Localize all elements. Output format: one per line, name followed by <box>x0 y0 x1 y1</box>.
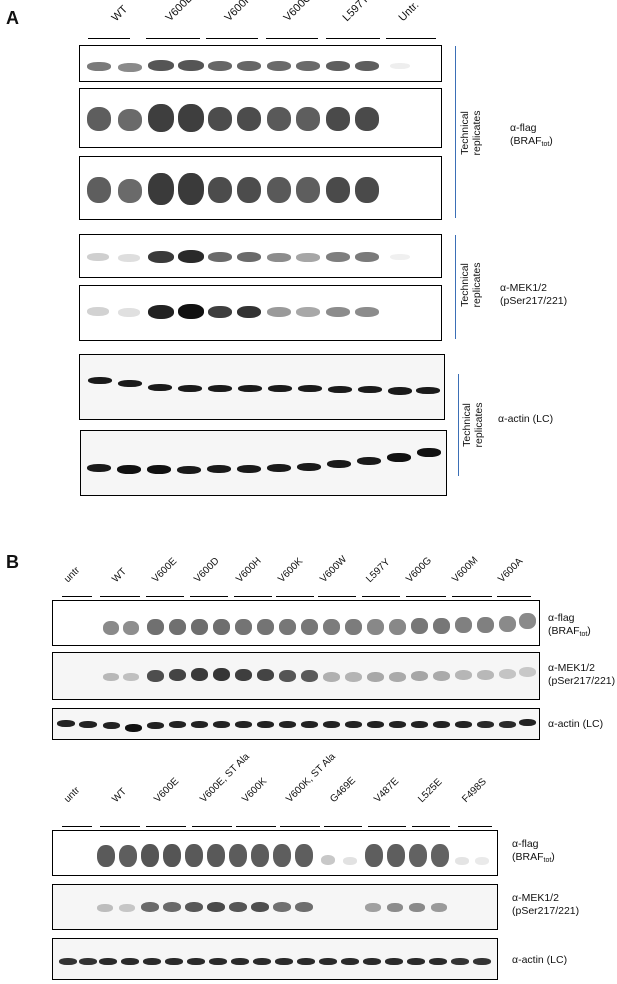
blot-b-actin-bottom <box>52 938 498 980</box>
lane-group-line <box>266 38 318 39</box>
antibody-label-mek: α-MEK1/2 (pSer217/221) <box>500 282 568 307</box>
lane-group-line <box>190 596 228 597</box>
lane-label-untr: Untr. <box>396 0 422 24</box>
lane-label-wt: WT <box>109 3 131 25</box>
blot-b-flag-bottom <box>52 830 498 876</box>
replicate-bracket <box>458 374 459 476</box>
lane-group-line <box>62 596 92 597</box>
lane-label-v600h: V600H <box>222 0 255 25</box>
lane-group-line <box>146 38 200 39</box>
lane-label-v600a: V600A <box>496 555 526 585</box>
lane-label-untr: untr <box>62 565 83 585</box>
antibody-label-mek: α-MEK1/2 (pSer217/221) <box>548 662 616 687</box>
lane-label-v487e: V487E <box>372 775 402 805</box>
lane-group-line <box>276 596 314 597</box>
lane-label-v600g: V600G <box>281 0 315 25</box>
lane-group-line <box>62 826 92 827</box>
blot-a-flag-1 <box>79 45 442 82</box>
lane-label-v600w: V600W <box>318 554 350 585</box>
blot-a-flag-3 <box>79 156 442 220</box>
lane-group-line <box>458 826 492 827</box>
lane-label-untr: untr <box>62 785 83 805</box>
lane-group-line <box>362 596 400 597</box>
blot-a-actin-2 <box>80 430 447 496</box>
technical-replicates-label: Technical replicates <box>459 262 483 308</box>
lane-group-line <box>412 826 450 827</box>
antibody-label-flag: α-flag (BRAFtot) <box>512 838 555 864</box>
lane-group-line <box>192 826 232 827</box>
lane-label-v600e: V600E <box>150 555 180 585</box>
blot-a-mek-2 <box>79 285 442 341</box>
lane-group-line <box>88 38 130 39</box>
antibody-label-flag: α-flag (BRAFtot) <box>510 122 553 148</box>
blot-b-mek-top <box>52 652 540 700</box>
lane-group-line <box>206 38 258 39</box>
blot-a-flag-2 <box>79 88 442 148</box>
lane-group-line <box>497 596 531 597</box>
lane-label-v600g: V600G <box>404 555 435 585</box>
lane-label-v600e: V600E <box>163 0 196 24</box>
lane-group-line <box>236 826 276 827</box>
lane-group-line <box>100 596 140 597</box>
lane-label-v600h: V600H <box>234 555 264 585</box>
lane-group-line <box>386 38 436 39</box>
antibody-label-actin: α-actin (LC) <box>512 954 568 966</box>
lane-group-line <box>318 596 356 597</box>
lane-label-l525e: L525E <box>416 776 445 805</box>
lane-group-line <box>368 826 406 827</box>
technical-replicates-label: Technical replicates <box>459 110 483 156</box>
lane-group-line <box>406 596 446 597</box>
blot-b-flag-top <box>52 600 540 646</box>
lane-label-v600k: V600K <box>240 775 270 805</box>
blot-b-mek-bottom <box>52 884 498 930</box>
lane-label-v600k: V600K <box>276 555 306 585</box>
lane-group-line <box>234 596 272 597</box>
lane-group-line <box>146 596 184 597</box>
blot-a-actin-1 <box>79 354 445 420</box>
panel-a-letter: A <box>6 8 19 28</box>
antibody-label-flag: α-flag (BRAFtot) <box>548 612 591 638</box>
lane-label-v600e: V600E <box>152 775 182 805</box>
lane-group-line <box>146 826 186 827</box>
lane-label-v600m: V600M <box>450 554 481 585</box>
lane-label-f498s: F498S <box>460 776 489 805</box>
lane-group-line <box>324 826 362 827</box>
lane-label-l597y: L597Y <box>340 0 372 24</box>
antibody-label-actin: α-actin (LC) <box>498 413 554 425</box>
antibody-label-mek: α-MEK1/2 (pSer217/221) <box>512 892 580 917</box>
lane-label-wt: WT <box>110 786 129 805</box>
replicate-bracket <box>455 46 456 218</box>
lane-label-l597y: L597Y <box>364 556 393 585</box>
lane-group-line <box>452 596 492 597</box>
lane-label-wt: WT <box>110 566 129 585</box>
lane-group-line <box>100 826 140 827</box>
panel-b-letter: B <box>6 552 19 572</box>
antibody-label-actin: α-actin (LC) <box>548 718 604 730</box>
blot-b-actin-top <box>52 708 540 740</box>
lane-label-g469e: G469E <box>328 775 359 805</box>
replicate-bracket <box>455 235 456 339</box>
blot-a-mek-1 <box>79 234 442 278</box>
technical-replicates-label: Technical replicates <box>461 402 485 448</box>
lane-label-v600d: V600D <box>192 555 222 585</box>
lane-group-line <box>280 826 320 827</box>
lane-group-line <box>326 38 380 39</box>
